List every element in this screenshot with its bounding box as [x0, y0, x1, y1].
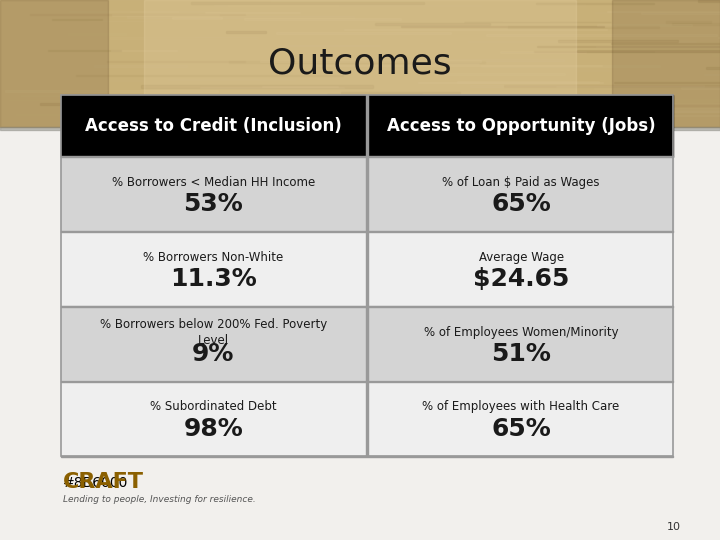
Text: % Borrowers below 200% Fed. Poverty
Level: % Borrowers below 200% Fed. Poverty Leve…: [99, 318, 327, 347]
Text: % of Loan $ Paid as Wages: % of Loan $ Paid as Wages: [442, 176, 600, 188]
Text: % Borrowers < Median HH Income: % Borrowers < Median HH Income: [112, 176, 315, 188]
Text: 65%: 65%: [491, 192, 551, 216]
Text: Lending to people, Investing for resilience.: Lending to people, Investing for resilie…: [63, 495, 256, 504]
Text: 11.3%: 11.3%: [170, 267, 256, 291]
Text: 65%: 65%: [491, 416, 551, 441]
Text: $24.65: $24.65: [473, 267, 570, 291]
Text: Access to Opportunity (Jobs): Access to Opportunity (Jobs): [387, 117, 655, 134]
Text: Outcomes: Outcomes: [268, 46, 452, 80]
Text: % of Employees with Health Care: % of Employees with Health Care: [423, 401, 620, 414]
Text: % Borrowers Non-White: % Borrowers Non-White: [143, 251, 284, 264]
Text: Average Wage: Average Wage: [479, 251, 564, 264]
Text: 51%: 51%: [491, 342, 551, 366]
Text: 9%: 9%: [192, 342, 235, 366]
Text: % Subordinated Debt: % Subordinated Debt: [150, 401, 276, 414]
Text: Access to Credit (Inclusion): Access to Credit (Inclusion): [85, 117, 342, 134]
Text: #8B6000: #8B6000: [63, 476, 129, 490]
Text: 53%: 53%: [184, 192, 243, 216]
Text: 98%: 98%: [184, 416, 243, 441]
Text: CRAFT: CRAFT: [63, 472, 145, 492]
Text: % of Employees Women/Minority: % of Employees Women/Minority: [424, 326, 618, 339]
Text: 10: 10: [667, 522, 680, 531]
